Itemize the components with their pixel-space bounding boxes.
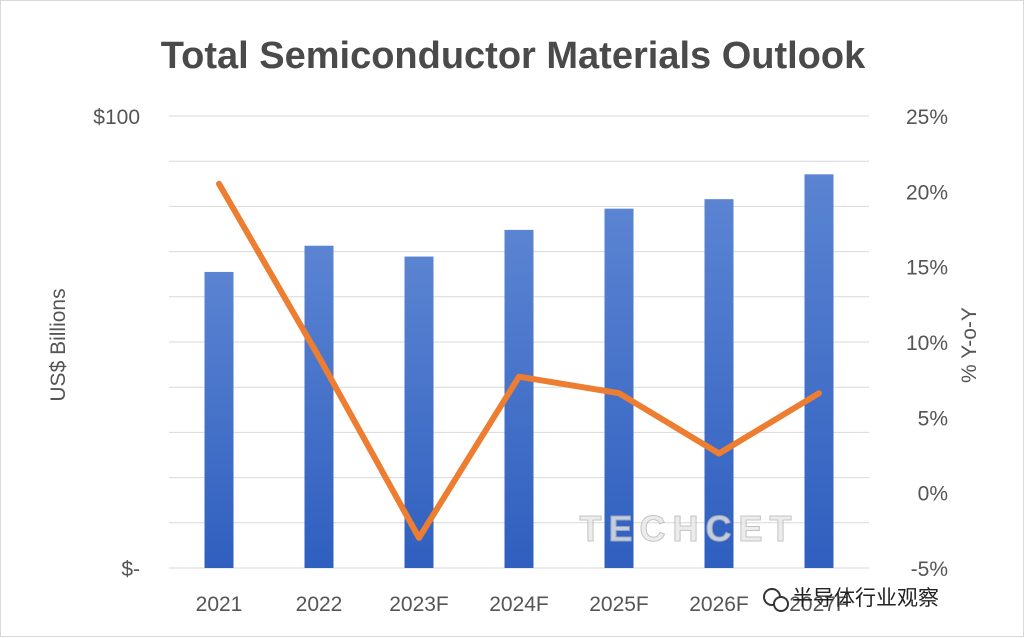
x-tick: 2026F [689,593,749,616]
y-right-tick: 25% [906,106,948,129]
yoy-line [216,180,822,541]
y-left-tick: $100 [93,106,140,129]
bar-2026F [704,199,734,568]
wechat-icon [763,588,789,612]
bar-2021 [204,271,234,568]
y-right-tick: 5% [918,407,948,430]
y-left-tick: $- [121,558,140,581]
wechat-account-name: 半导体行业观察 [792,586,939,610]
bar-series [204,174,834,569]
y-right-tick: 10% [906,332,948,355]
y-right-tick: 15% [906,257,948,280]
x-tick: 2022 [296,593,343,616]
bar-2022 [304,245,334,568]
y-axis-right-ticks: 25% 20% 15% 10% 5% 0% -5% [906,106,948,581]
x-tick: 2027F [789,593,849,616]
chart-title: Total Semiconductor Materials Outlook [161,35,866,77]
y-right-tick: 0% [918,483,948,506]
y-axis-left-ticks: $100 $- [93,106,140,581]
x-tick: 2025F [589,593,649,616]
x-tick: 2023F [389,593,449,616]
line-series [216,180,822,541]
x-axis-ticks: 2021 2022 2023F 2024F 2025F 2026F 2027F [196,593,849,616]
watermark: TECHCET [580,508,799,549]
bar-2025F [604,208,634,568]
y-axis-right-label: % Y-o-Y [958,307,981,383]
x-tick: 2021 [196,593,243,616]
wechat-badge: 半导体行业观察 [763,586,939,612]
y-right-tick: 20% [906,181,948,204]
y-axis-left-label: US$ Billions [47,288,70,401]
bar-2024F [504,229,534,569]
y-right-tick: -5% [911,558,948,581]
bar-2027F [804,174,834,569]
x-tick: 2024F [489,593,549,616]
